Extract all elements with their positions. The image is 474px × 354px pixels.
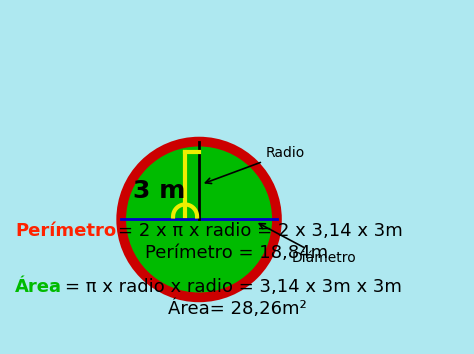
- Text: = 2 x π x radio = 2 x 3,14 x 3m: = 2 x π x radio = 2 x 3,14 x 3m: [118, 222, 403, 240]
- Circle shape: [121, 142, 277, 297]
- Text: = π x radio x radio = 3,14 x 3m x 3m: = π x radio x radio = 3,14 x 3m x 3m: [65, 278, 402, 296]
- Text: Perímetro: Perímetro: [15, 222, 116, 240]
- Text: Diámetro: Diámetro: [259, 224, 357, 265]
- Text: Perímetro = 18,84m: Perímetro = 18,84m: [146, 244, 328, 262]
- Text: Área= 28,26m²: Área= 28,26m²: [168, 300, 306, 319]
- Text: Área: Área: [15, 278, 62, 296]
- Text: Radio: Radio: [205, 146, 305, 183]
- Text: 3 m: 3 m: [133, 179, 185, 204]
